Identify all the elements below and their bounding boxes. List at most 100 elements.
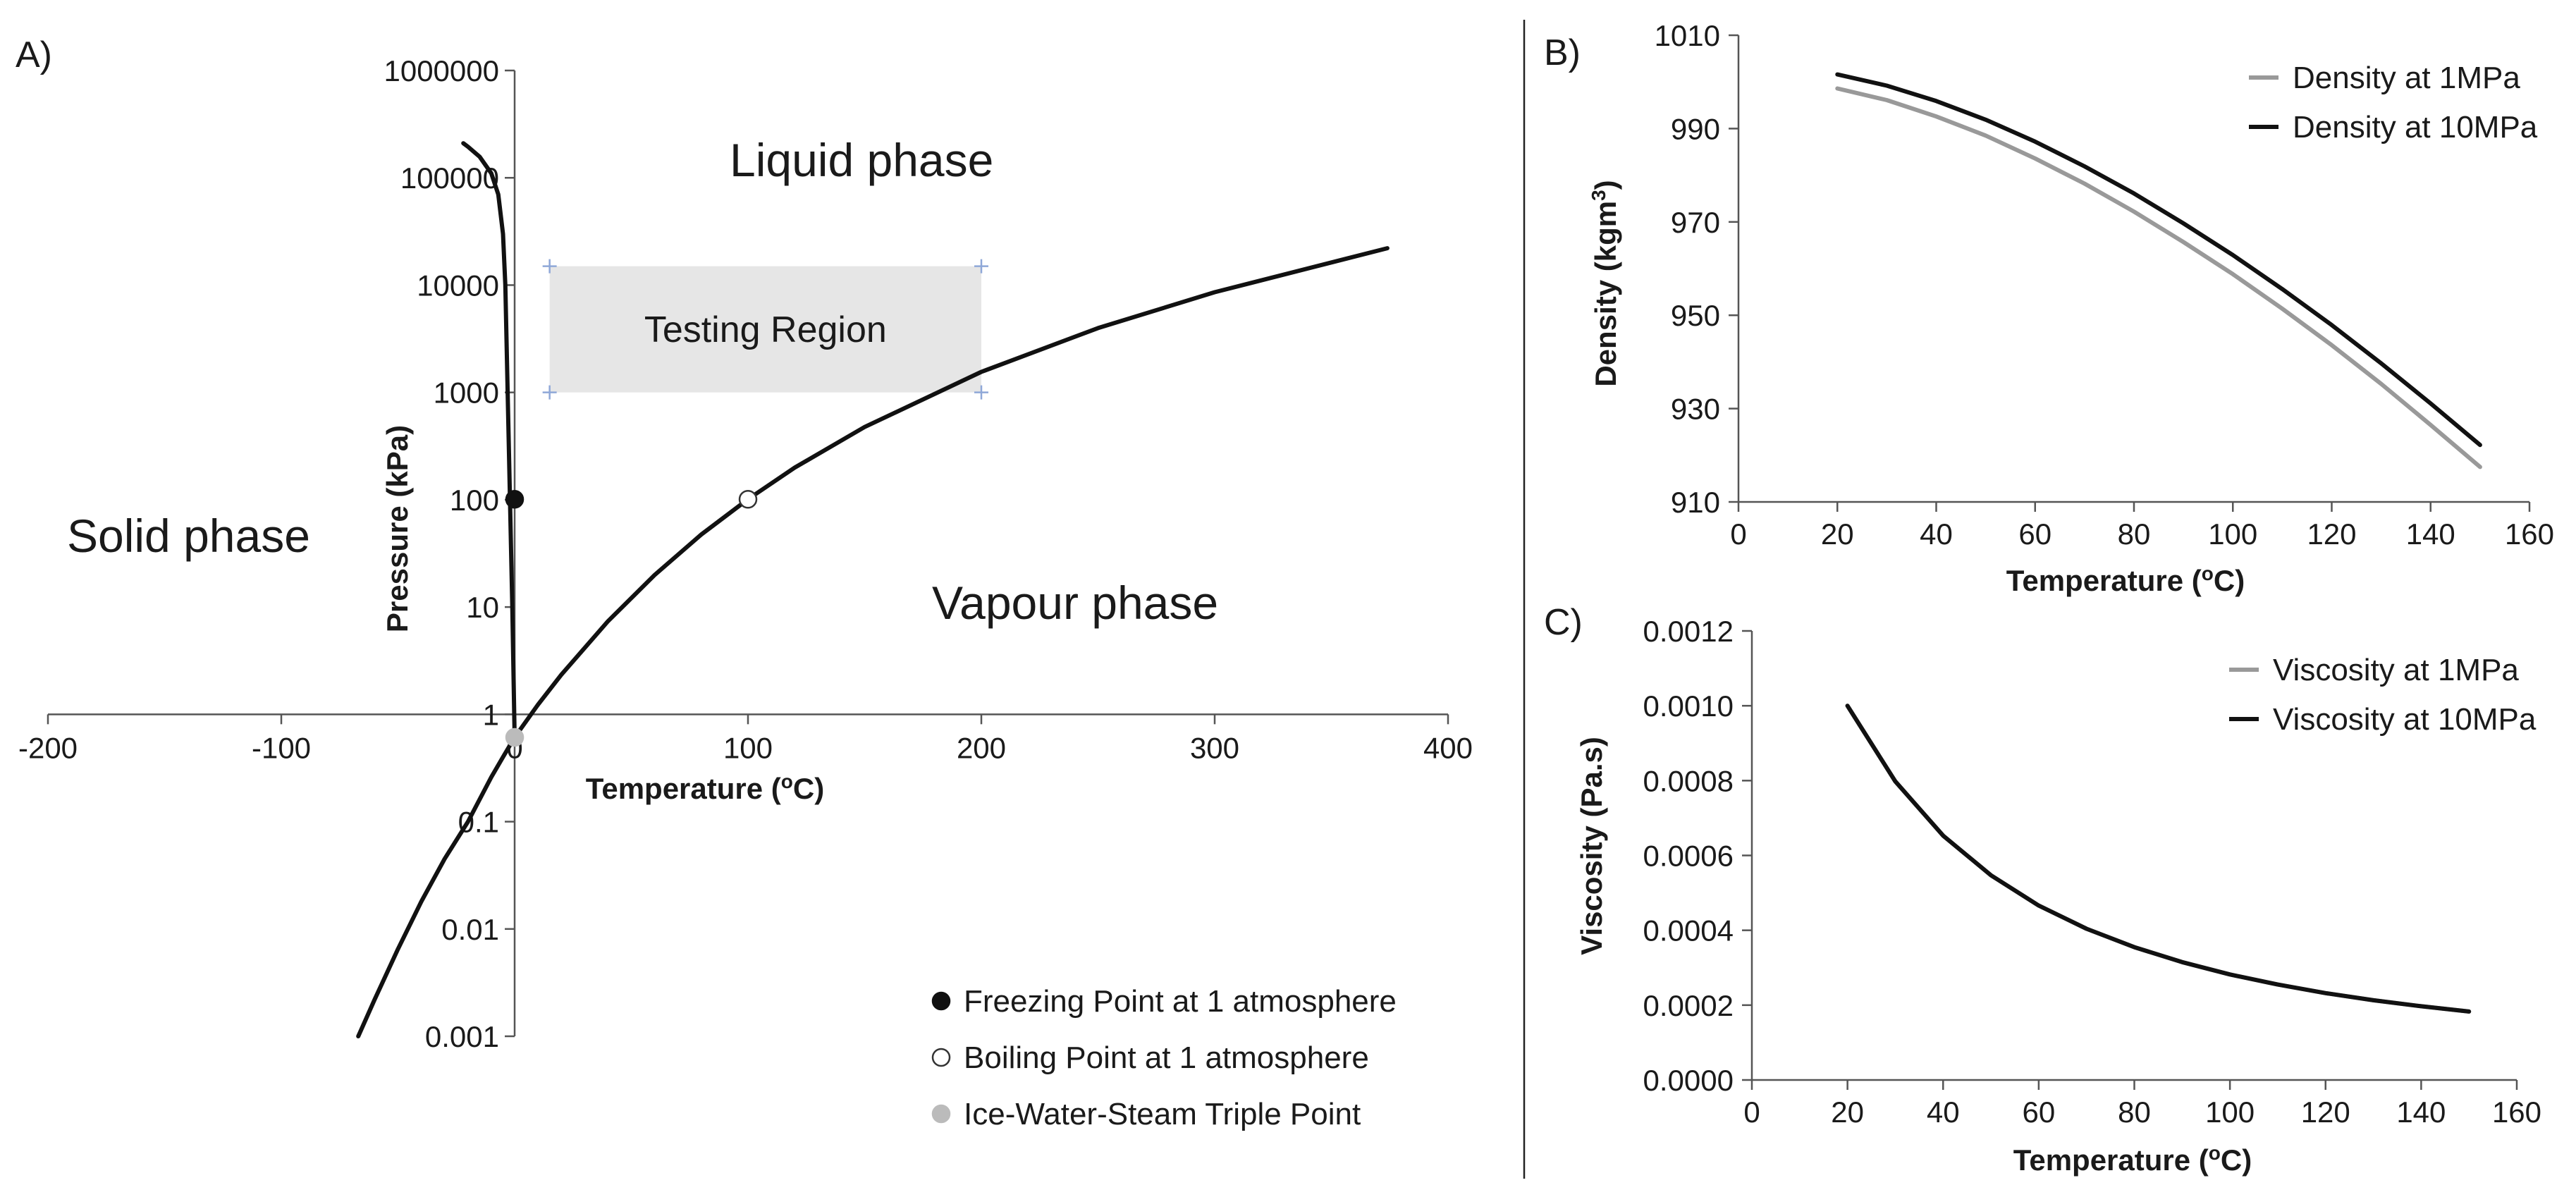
temperature-axis-title: Temperature (oC) [586, 771, 824, 806]
viscosity-y-tick-label: 0.0010 [1643, 689, 1734, 723]
viscosity-legend: Viscosity at 1MPa Viscosity at 10MPa [2229, 653, 2537, 737]
testing-region-label: Testing Region [644, 309, 887, 350]
pressure-tick-label: 10000 [417, 269, 499, 302]
temperature-tick-label: 400 [1423, 731, 1473, 764]
density-panel: B) 0 20 40 60 80 100 120 140 160 910 930 950 970 990… [1544, 19, 2554, 597]
temperature-tick-label: 300 [1190, 731, 1239, 764]
viscosity-series [1845, 704, 2472, 1014]
pressure-tick-label: 0.01 [441, 913, 499, 946]
density-y-tick-label: 910 [1671, 486, 1720, 519]
pressure-tick-label: 0.001 [425, 1020, 499, 1053]
boiling-point-marker [738, 489, 758, 509]
solid-phase-label: Solid phase [67, 510, 310, 562]
panel-c-letter: C) [1544, 602, 1583, 643]
viscosity-x-tick-label: 120 [2301, 1095, 2350, 1129]
density-series-2-line [1835, 72, 2482, 448]
density-y-tick-label: 950 [1671, 299, 1720, 332]
testing-region-corner [542, 259, 557, 274]
panel-b-letter: B) [1544, 32, 1581, 73]
viscosity-y-tick-label: 0.0000 [1643, 1064, 1734, 1097]
phase-diagram-panel: A) Testing Region -200 -100 0 100 200 300 400 … [16, 35, 1473, 1131]
density-x-tick-label: 80 [2118, 517, 2151, 551]
density-chart-x-ticks: 0 20 40 60 80 100 120 140 160 [1730, 502, 2554, 551]
viscosity-x-tick-label: 60 [2023, 1095, 2056, 1129]
viscosity-y-tick-label: 0.0008 [1643, 764, 1734, 797]
temperature-ticks: -200 -100 0 100 200 300 400 [18, 714, 1473, 764]
viscosity-x-tick-label: 0 [1743, 1095, 1760, 1129]
freezing-point-legend-marker [931, 991, 951, 1011]
viscosity-legend-label-2: Viscosity at 10MPa [2273, 702, 2537, 737]
density-y-tick-label: 930 [1671, 393, 1720, 426]
viscosity-series-2-line [1845, 704, 2472, 1014]
liquid-phase-label: Liquid phase [730, 134, 993, 186]
temperature-tick-label: -200 [18, 731, 78, 764]
triple-point-legend-marker [931, 1104, 951, 1124]
testing-region-corner-markers [542, 259, 988, 400]
viscosity-panel: C) 0 20 40 60 80 100 120 140 160 0.00000.00020.0… [1544, 602, 2541, 1177]
viscosity-x-tick-label: 100 [2205, 1095, 2255, 1129]
density-legend-label-2: Density at 10MPa [2293, 110, 2538, 145]
viscosity-y-axis-title: Viscosity (Pa.s) [1575, 737, 1608, 955]
vapour-phase-label: Vapour phase [932, 577, 1218, 629]
viscosity-x-axis-title: Temperature (oC) [2013, 1142, 2252, 1177]
phase-point-legend: Freezing Point at 1 atmosphere Boiling Po… [931, 984, 1397, 1131]
freezing-point-legend-label: Freezing Point at 1 atmosphere [964, 984, 1397, 1019]
pressure-ticks: 0.001 0.01 0.1 1 10 100 1000 10000 100000 1000000 [384, 54, 515, 1053]
testing-region-corner [974, 385, 988, 400]
boiling-point-legend-label: Boiling Point at 1 atmosphere [964, 1041, 1369, 1075]
pressure-tick-label: 10 [466, 591, 499, 624]
viscosity-x-tick-label: 80 [2118, 1095, 2151, 1129]
density-x-tick-label: 160 [2505, 517, 2554, 551]
viscosity-x-tick-label: 20 [1831, 1095, 1864, 1129]
pressure-tick-label: 100000 [400, 161, 499, 195]
pressure-tick-label: 1 [483, 698, 499, 731]
pressure-axis-title: Pressure (kPa) [381, 425, 414, 632]
density-y-tick-label: 970 [1671, 206, 1720, 239]
pressure-tick-label: 1000 [434, 376, 499, 410]
density-x-tick-label: 120 [2307, 517, 2356, 551]
viscosity-chart-y-ticks: 0.0000 0.0002 0.0004 0.0006 0.0008 0.0010 0.00… [1643, 615, 1752, 1097]
melting-curve [461, 141, 517, 739]
density-chart-y-ticks: 910 930 950 970 990 1010 [1655, 19, 1738, 519]
viscosity-chart-x-ticks: 0 20 40 60 80 100 120 140 160 [1743, 1080, 2541, 1129]
testing-region [549, 266, 981, 393]
temperature-tick-label: 200 [957, 731, 1006, 764]
density-x-tick-label: 20 [1821, 517, 1854, 551]
phase-points [505, 489, 758, 747]
density-y-tick-label: 1010 [1655, 19, 1720, 52]
density-y-axis-title: Density (kgm3) [1588, 180, 1623, 386]
viscosity-x-tick-label: 40 [1927, 1095, 1960, 1129]
viscosity-y-tick-label: 0.0002 [1643, 989, 1734, 1022]
pressure-tick-label: 1000000 [384, 54, 499, 87]
panel-a-letter: A) [16, 35, 52, 75]
testing-region-corner [974, 259, 988, 274]
pressure-tick-label: 100 [450, 484, 499, 517]
viscosity-y-tick-label: 0.0012 [1643, 615, 1734, 648]
density-x-axis-title: Temperature (oC) [2006, 563, 2245, 598]
viscosity-series-1-line [1845, 704, 2472, 1014]
testing-region-corner [542, 385, 557, 400]
density-x-tick-label: 40 [1920, 517, 1953, 551]
pressure-tick-label: 0.1 [458, 806, 499, 839]
density-series-1-line [1835, 86, 2482, 469]
density-legend: Density at 1MPa Density at 10MPa [2249, 61, 2538, 145]
viscosity-y-tick-label: 0.0006 [1643, 840, 1734, 873]
temperature-tick-label: -100 [252, 731, 311, 764]
temperature-tick-label: 100 [723, 731, 773, 764]
viscosity-y-tick-label: 0.0004 [1643, 914, 1734, 947]
density-x-tick-label: 60 [2018, 517, 2051, 551]
freezing-point-marker [505, 489, 525, 509]
density-x-tick-label: 140 [2406, 517, 2455, 551]
density-legend-label-1: Density at 1MPa [2293, 61, 2520, 95]
viscosity-x-tick-label: 140 [2396, 1095, 2446, 1129]
triple-point-legend-label: Ice-Water-Steam Triple Point [964, 1097, 1361, 1131]
viscosity-legend-label-1: Viscosity at 1MPa [2273, 653, 2519, 687]
viscosity-x-tick-label: 160 [2492, 1095, 2541, 1129]
phase-boundaries [356, 141, 1390, 1038]
density-series [1835, 72, 2482, 469]
boiling-point-legend-marker [931, 1048, 951, 1067]
density-y-tick-label: 990 [1671, 112, 1720, 145]
vaporization-curve [356, 246, 1390, 1038]
density-x-tick-label: 100 [2208, 517, 2257, 551]
